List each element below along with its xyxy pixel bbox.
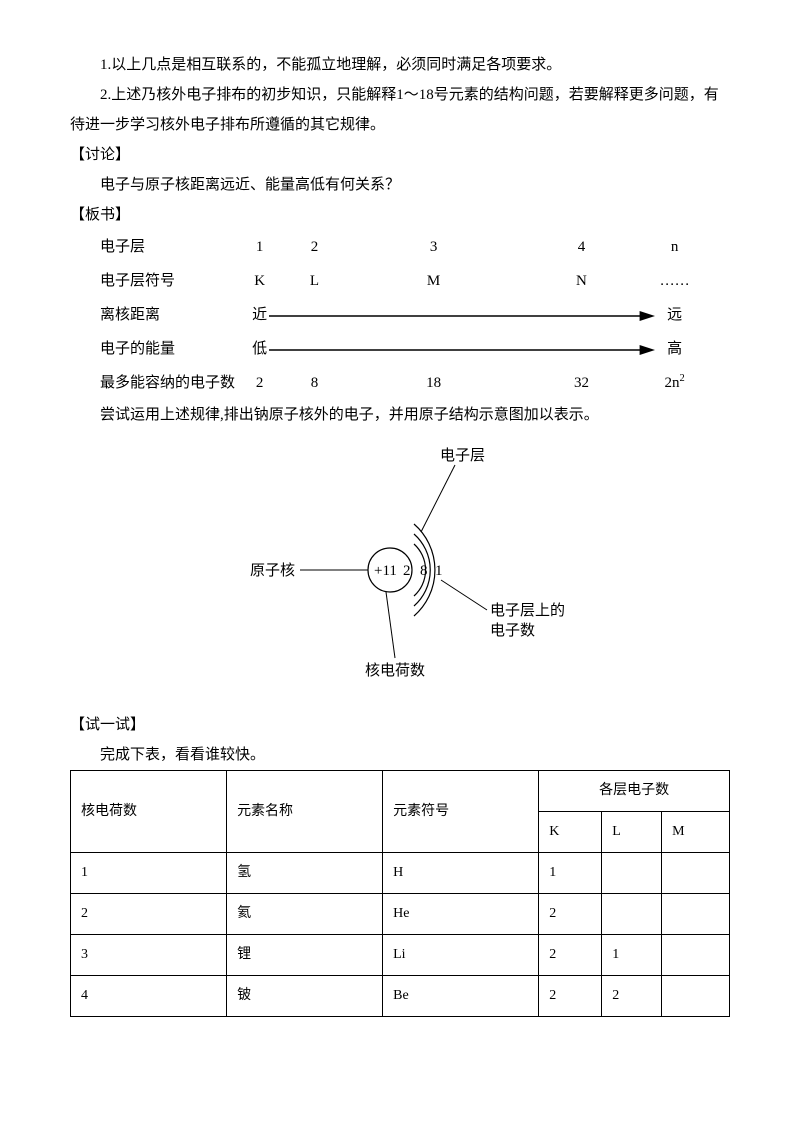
- cell-name: 氦: [227, 894, 383, 935]
- row-energy: 电子的能量 低 高: [100, 332, 694, 366]
- diagram-shell-0: 2: [403, 563, 411, 579]
- distance-arrow: [269, 298, 655, 332]
- cell-M: [662, 853, 730, 894]
- atom-structure-svg: +11 2 8 1 电子层 原子核 电子层上的 电子数 核电荷数: [190, 440, 610, 690]
- energy-left: 低: [250, 332, 269, 366]
- intro-point-1: 1.以上几点是相互联系的，不能孤立地理解，必须同时满足各项要求。: [70, 50, 730, 80]
- cell-K: 2: [539, 894, 602, 935]
- row-distance-label: 离核距离: [100, 298, 250, 332]
- cell: 18: [360, 366, 508, 400]
- board-heading: 【板书】: [70, 200, 730, 230]
- table-header-row: 核电荷数 元素名称 元素符号 各层电子数: [71, 771, 730, 812]
- th-L: L: [602, 812, 662, 853]
- cell: N: [508, 264, 656, 298]
- cell: 4: [508, 230, 656, 264]
- arrow-right-icon: [269, 342, 655, 358]
- table-row: 2 氦 He 2: [71, 894, 730, 935]
- try-heading: 【试一试】: [70, 710, 730, 740]
- element-table: 核电荷数 元素名称 元素符号 各层电子数 K L M 1 氢 H 1 2 氦 H…: [70, 770, 730, 1017]
- diagram-label-shell-e: 电子层上的: [490, 602, 565, 619]
- distance-left: 近: [250, 298, 269, 332]
- discuss-body: 电子与原子核距离远近、能量高低有何关系？: [70, 170, 730, 200]
- cell-K: 2: [539, 976, 602, 1017]
- diagram-shell-1: 8: [420, 563, 428, 579]
- cell-name: 铍: [227, 976, 383, 1017]
- cell-M: [662, 894, 730, 935]
- th-symbol: 元素符号: [383, 771, 539, 853]
- cell: 32: [508, 366, 656, 400]
- th-M: M: [662, 812, 730, 853]
- cell-L: [602, 894, 662, 935]
- cell: M: [360, 264, 508, 298]
- cell: 2: [269, 230, 359, 264]
- cell-name: 氢: [227, 853, 383, 894]
- cell-K: 1: [539, 853, 602, 894]
- diagram-shell-2: 1: [435, 563, 443, 579]
- row-max-label: 最多能容纳的电子数: [100, 366, 250, 400]
- cell-L: 1: [602, 935, 662, 976]
- row-energy-label: 电子的能量: [100, 332, 250, 366]
- energy-right: 高: [655, 332, 694, 366]
- th-layers: 各层电子数: [539, 771, 730, 812]
- diagram-core-text: +11: [374, 563, 397, 579]
- cell: L: [269, 264, 359, 298]
- shell-layer-table: 电子层 1 2 3 4 n 电子层符号 K L M N …… 离核距离 近 远 …: [100, 230, 694, 400]
- cell-n: 1: [71, 853, 227, 894]
- cell: 1: [250, 230, 269, 264]
- intro-point-2: 2.上述乃核外电子排布的初步知识，只能解释1～18号元素的结构问题，若要解释更多…: [70, 80, 730, 140]
- cell-M: [662, 935, 730, 976]
- cell: 8: [269, 366, 359, 400]
- cell-L: 2: [602, 976, 662, 1017]
- cell: 2: [250, 366, 269, 400]
- cell-name: 锂: [227, 935, 383, 976]
- th-charge: 核电荷数: [71, 771, 227, 853]
- th-K: K: [539, 812, 602, 853]
- diagram-label-shell: 电子层: [440, 447, 485, 464]
- arrow-right-icon: [269, 308, 655, 324]
- cell-M: [662, 976, 730, 1017]
- cell: K: [250, 264, 269, 298]
- try-intro: 完成下表，看看谁较快。: [70, 740, 730, 770]
- cell-n: 4: [71, 976, 227, 1017]
- cell-L: [602, 853, 662, 894]
- row-layer-label: 电子层: [100, 230, 250, 264]
- distance-right: 远: [655, 298, 694, 332]
- cell-sym: Li: [383, 935, 539, 976]
- row-distance: 离核距离 近 远: [100, 298, 694, 332]
- cell: ……: [655, 264, 694, 298]
- diagram-label-charge: 核电荷数: [365, 662, 425, 679]
- row-symbol-label: 电子层符号: [100, 264, 250, 298]
- cell-n: 2: [71, 894, 227, 935]
- cell: n: [655, 230, 694, 264]
- cell-K: 2: [539, 935, 602, 976]
- cell: 3: [360, 230, 508, 264]
- th-name: 元素名称: [227, 771, 383, 853]
- diagram-label-nucleus: 原子核: [250, 562, 295, 579]
- discuss-heading: 【讨论】: [70, 140, 730, 170]
- table-row: 3 锂 Li 2 1: [71, 935, 730, 976]
- table-row: 1 氢 H 1: [71, 853, 730, 894]
- row-symbol: 电子层符号 K L M N ……: [100, 264, 694, 298]
- cell-sym: H: [383, 853, 539, 894]
- row-max: 最多能容纳的电子数 2 8 18 32 2n2: [100, 366, 694, 400]
- cell-sym: Be: [383, 976, 539, 1017]
- table-row: 4 铍 Be 2 2: [71, 976, 730, 1017]
- energy-arrow: [269, 332, 655, 366]
- cell-sym: He: [383, 894, 539, 935]
- diagram-label-shell-e2: 电子数: [490, 622, 535, 639]
- row-layer: 电子层 1 2 3 4 n: [100, 230, 694, 264]
- board-note: 尝试运用上述规律,排出钠原子核外的电子，并用原子结构示意图加以表示。: [70, 400, 730, 430]
- atom-diagram: +11 2 8 1 电子层 原子核 电子层上的 电子数 核电荷数: [70, 440, 730, 690]
- cell-n: 3: [71, 935, 227, 976]
- cell-2n2: 2n2: [655, 366, 694, 400]
